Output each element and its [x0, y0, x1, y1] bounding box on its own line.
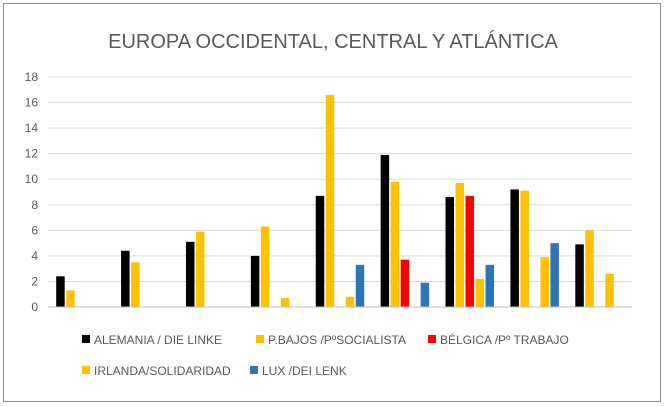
bar [540, 257, 549, 307]
legend-label: P.BAJOS /PºSOCIALISTA [268, 333, 406, 347]
y-tick-label: 14 [25, 121, 39, 135]
bar [131, 262, 140, 307]
gridlines [48, 76, 632, 282]
bars [56, 94, 614, 307]
y-tick-label: 2 [31, 274, 38, 288]
bar [585, 230, 594, 307]
bar [420, 282, 430, 307]
bar [325, 94, 335, 307]
legend-swatch [82, 335, 90, 343]
bar [315, 195, 325, 307]
y-tick-label: 10 [25, 172, 39, 186]
y-tick-label: 16 [25, 96, 39, 110]
bar [520, 190, 529, 307]
bar [56, 276, 65, 307]
bar [66, 290, 75, 307]
bar [485, 264, 495, 307]
y-tick-label: 8 [31, 198, 38, 212]
bar [550, 243, 559, 307]
bar [250, 255, 260, 307]
bar [195, 231, 205, 307]
y-tick-label: 18 [25, 70, 39, 84]
bar [185, 241, 195, 307]
legend-label: LUX /DEI LENK [262, 364, 347, 378]
y-tick-label: 4 [31, 249, 38, 263]
bar [400, 259, 410, 307]
legend-swatch [250, 366, 258, 374]
bar [575, 244, 584, 307]
bar [121, 250, 130, 307]
legend-label: ALEMANIA / DIE LINKE [94, 333, 222, 347]
bar [465, 195, 475, 307]
bar [445, 197, 455, 307]
legend-swatch [428, 335, 436, 343]
bar [455, 183, 465, 307]
bar [280, 298, 290, 307]
y-tick-label: 6 [31, 223, 38, 237]
bar [390, 181, 400, 307]
bar [510, 189, 519, 307]
legend-label: BÉLGICA /Pº TRABAJO [440, 332, 569, 347]
bar [605, 273, 614, 307]
legend-label: IRLANDA/SOLIDARIDAD [94, 364, 231, 378]
y-axis-ticks: 0 2 4 6 8 10 12 14 16 18 [25, 70, 39, 314]
bar [260, 226, 270, 307]
y-tick-label: 12 [25, 147, 39, 161]
y-tick-label: 0 [31, 300, 38, 314]
legend-swatch [82, 366, 90, 374]
legend: ALEMANIA / DIE LINKE P.BAJOS /PºSOCIALIST… [82, 332, 569, 378]
legend-swatch [256, 335, 264, 343]
bar [475, 278, 485, 307]
bar [380, 154, 390, 307]
bar [355, 264, 365, 307]
chart-title: EUROPA OCCIDENTAL, CENTRAL Y ATLÁNTICA [108, 30, 558, 53]
bar [345, 296, 355, 307]
